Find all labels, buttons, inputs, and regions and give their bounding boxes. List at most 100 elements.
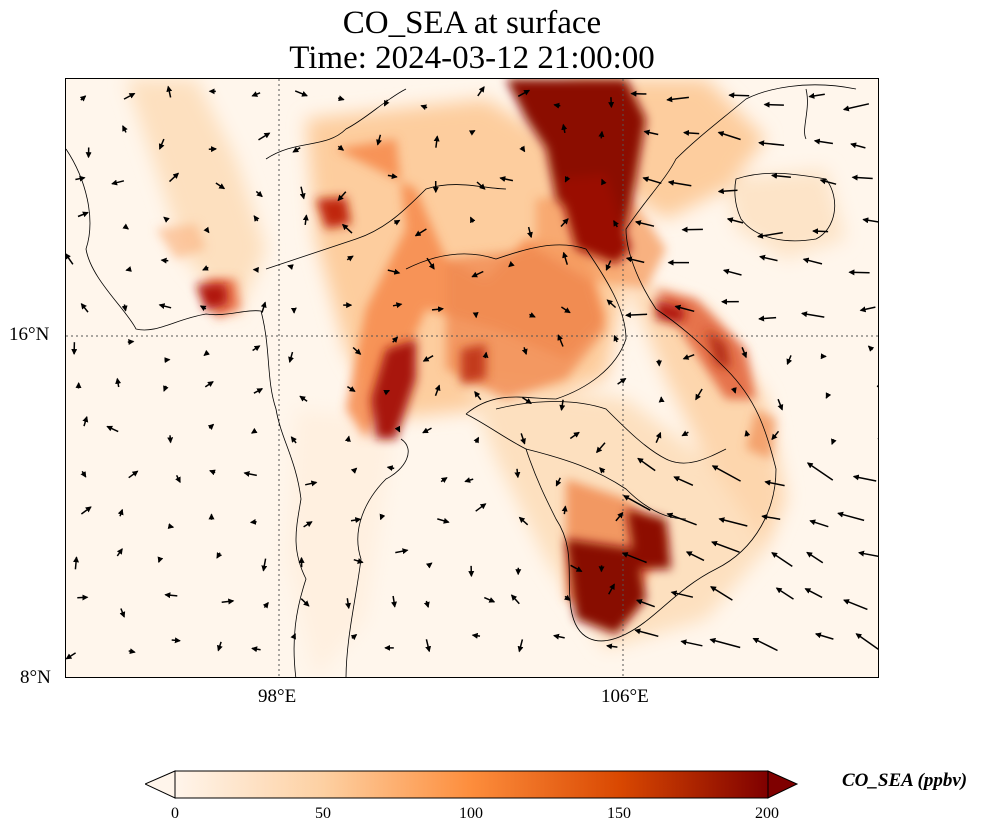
wind-arrow bbox=[387, 173, 398, 180]
wind-arrow bbox=[292, 146, 301, 153]
wind-arrow bbox=[440, 477, 448, 483]
wind-arrow bbox=[207, 423, 215, 430]
wind-arrow bbox=[294, 90, 308, 97]
wind-arrow bbox=[383, 389, 391, 396]
wind-arrow bbox=[350, 633, 358, 641]
wind-arrow bbox=[562, 251, 569, 265]
wind-arrow bbox=[116, 548, 123, 557]
wind-arrow bbox=[850, 142, 866, 149]
wind-arrow bbox=[683, 129, 700, 136]
wind-arrow bbox=[395, 548, 409, 555]
wind-arrow bbox=[122, 223, 130, 230]
wind-arrow bbox=[344, 435, 351, 443]
wind-arrow bbox=[804, 588, 823, 599]
wind-arrow bbox=[437, 517, 450, 524]
wind-arrow bbox=[711, 540, 740, 553]
wind-arrow bbox=[422, 427, 432, 434]
colorbar-label: CO_SEA (ppbv) bbox=[842, 770, 968, 791]
wind-arrow bbox=[642, 176, 662, 185]
wind-arrow bbox=[287, 264, 294, 270]
wind-arrow bbox=[851, 174, 873, 181]
wind-arrow bbox=[643, 129, 659, 136]
wind-arrow bbox=[426, 257, 435, 270]
wind-arrow bbox=[252, 345, 261, 352]
wind-arrow bbox=[666, 512, 697, 526]
wind-arrow bbox=[752, 637, 778, 652]
wind-arrow bbox=[482, 351, 489, 359]
wind-arrow bbox=[216, 552, 223, 559]
title-line-1: CO_SEA at surface bbox=[342, 5, 602, 41]
wind-arrow bbox=[837, 511, 865, 522]
wind-arrow bbox=[387, 268, 401, 275]
wind-arrow bbox=[431, 306, 444, 313]
wind-arrow bbox=[623, 495, 651, 511]
wind-arrow bbox=[608, 97, 615, 109]
wind-arrow bbox=[473, 436, 480, 444]
wind-arrow bbox=[564, 175, 571, 183]
wind-arrow bbox=[843, 599, 868, 611]
wind-arrow bbox=[527, 226, 533, 239]
wind-arrow bbox=[475, 503, 487, 512]
wind-arrow bbox=[859, 306, 876, 313]
wind-arrow bbox=[842, 103, 870, 112]
wind-arrow bbox=[255, 190, 263, 198]
colorbar-tick: 100 bbox=[459, 805, 483, 822]
wind-arrow bbox=[601, 178, 607, 186]
wind-arrow bbox=[655, 431, 662, 443]
wind-arrow bbox=[819, 178, 837, 185]
wind-vectors bbox=[66, 85, 878, 660]
wind-arrow bbox=[346, 255, 354, 262]
wind-arrow bbox=[299, 186, 306, 200]
wind-arrow bbox=[831, 438, 837, 446]
wind-arrow bbox=[261, 558, 268, 572]
wind-arrow bbox=[203, 226, 210, 234]
wind-arrow bbox=[350, 517, 362, 524]
wind-arrow bbox=[158, 303, 172, 310]
wind-arrow bbox=[337, 191, 347, 202]
wind-arrow bbox=[757, 231, 783, 239]
wind-arrow bbox=[386, 465, 395, 472]
wind-arrow bbox=[517, 89, 531, 97]
wind-arrow bbox=[596, 442, 606, 454]
wind-arrow bbox=[848, 269, 870, 276]
wind-arrow bbox=[262, 601, 269, 609]
wind-arrow bbox=[634, 628, 659, 638]
wind-arrow bbox=[680, 639, 703, 647]
wind-arrow bbox=[420, 104, 428, 111]
wind-arrow bbox=[350, 467, 358, 474]
wind-arrow bbox=[775, 587, 794, 600]
wind-arrow bbox=[127, 339, 135, 346]
wind-arrow bbox=[423, 600, 430, 609]
wind-arrow bbox=[711, 465, 741, 482]
wind-arrow bbox=[158, 138, 165, 150]
wind-arrow bbox=[570, 564, 583, 573]
wind-arrow bbox=[128, 470, 139, 479]
wind-arrow bbox=[555, 477, 562, 487]
wind-arrow bbox=[163, 385, 169, 392]
wind-arrow bbox=[168, 172, 180, 183]
wind-arrow bbox=[617, 377, 627, 385]
wind-arrow bbox=[625, 256, 645, 264]
wind-arrow bbox=[341, 223, 353, 234]
wind-arrow bbox=[771, 172, 791, 179]
wind-arrow bbox=[777, 398, 784, 411]
wind-arrow bbox=[718, 517, 748, 527]
wind-arrow bbox=[519, 145, 526, 153]
wind-arrow bbox=[484, 596, 496, 603]
wind-arrow bbox=[337, 144, 345, 151]
wind-arrow bbox=[771, 552, 793, 568]
wind-arrow bbox=[685, 551, 705, 562]
wind-arrow bbox=[215, 182, 226, 190]
wind-arrow bbox=[608, 583, 615, 595]
wind-arrow bbox=[709, 637, 741, 649]
wind-arrow bbox=[553, 102, 561, 109]
wind-arrow bbox=[763, 101, 784, 108]
wind-arrow bbox=[425, 562, 433, 569]
wind-arrow bbox=[119, 608, 126, 618]
wind-arrow bbox=[518, 516, 529, 526]
wind-arrow bbox=[199, 305, 207, 312]
wind-arrow bbox=[710, 586, 733, 601]
wind-arrow bbox=[867, 345, 875, 352]
wind-arrow bbox=[160, 257, 169, 264]
wind-arrow bbox=[79, 95, 87, 102]
